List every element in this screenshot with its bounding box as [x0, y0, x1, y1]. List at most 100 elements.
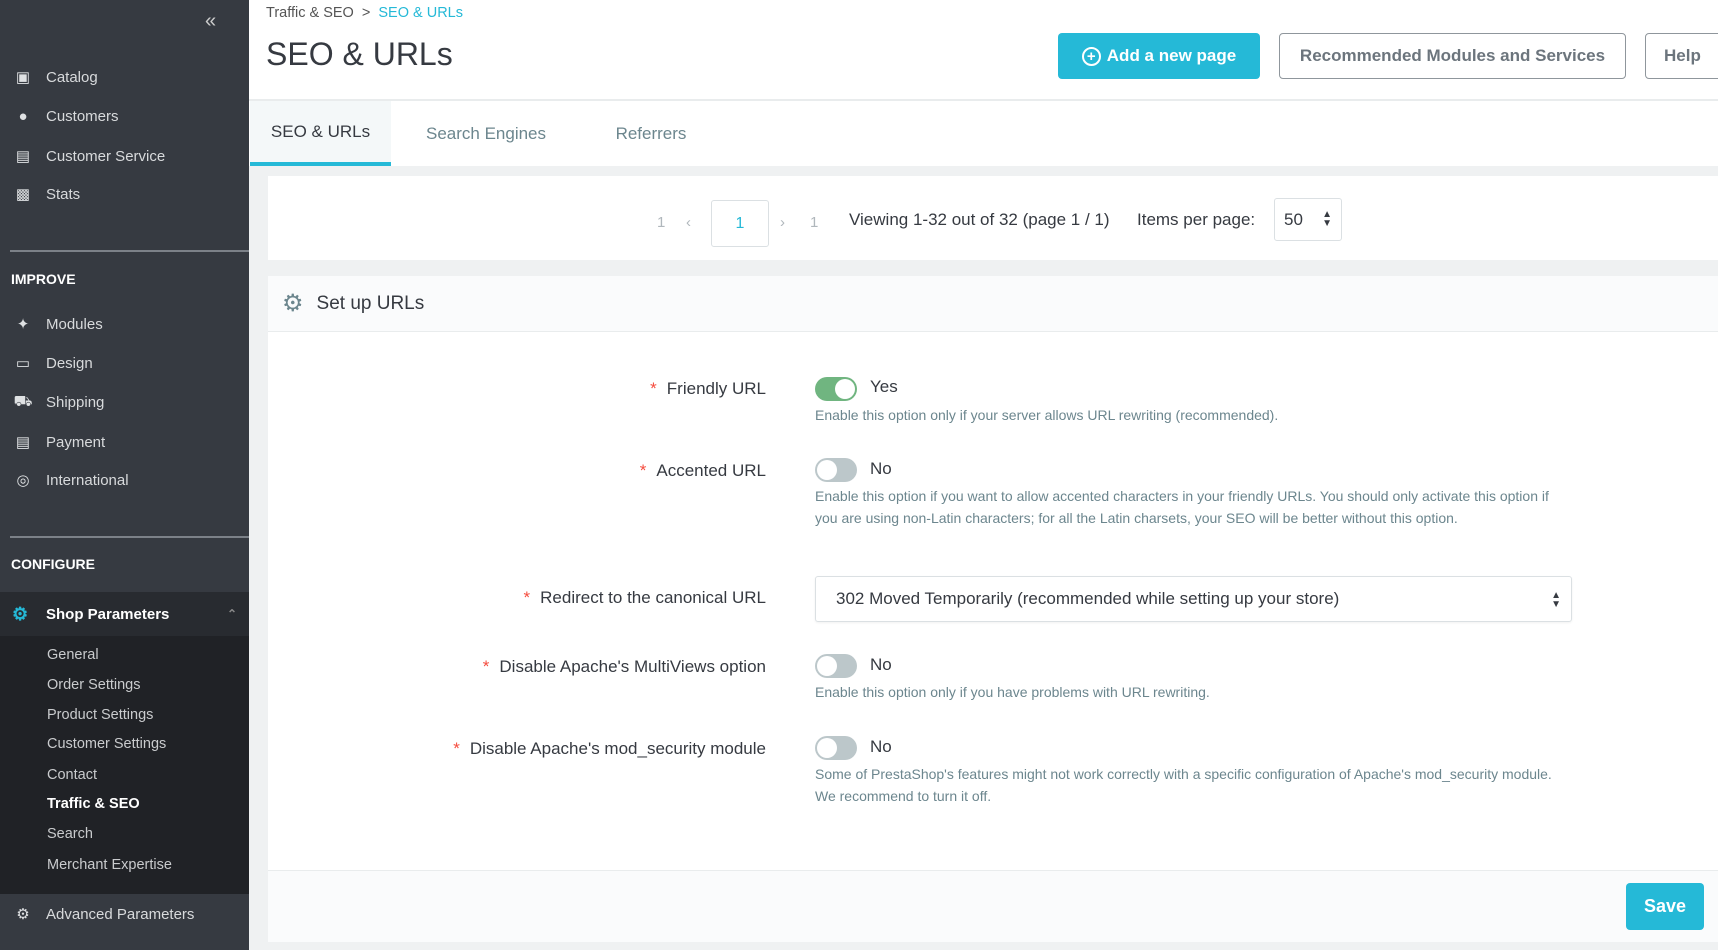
panel-header: ⚙ Set up URLs — [268, 276, 1718, 332]
truck-icon: ⛟ — [13, 392, 33, 410]
submenu-item-order-settings[interactable]: Order Settings — [47, 677, 141, 693]
sidebar-item-international[interactable]: ◎ International — [0, 462, 249, 498]
page-header: Traffic & SEO > SEO & URLs SEO & URLs + A… — [249, 0, 1718, 166]
last-page-link[interactable]: 1 — [810, 214, 819, 231]
field-label-text: Accented URL — [656, 461, 766, 480]
prev-page-icon[interactable]: ‹ — [686, 214, 691, 231]
submenu-item-product-settings[interactable]: Product Settings — [47, 707, 154, 723]
required-asterisk: * — [523, 588, 531, 607]
submenu-shop-parameters — [0, 636, 249, 894]
globe-icon: ◎ — [16, 472, 30, 489]
tab-seo-urls[interactable]: SEO & URLs — [250, 101, 391, 166]
sidebar-item-label: Shipping — [46, 393, 105, 411]
sidebar-item-label: Shop Parameters — [46, 605, 170, 623]
mod-security-toggle[interactable] — [815, 736, 857, 760]
sidebar-item-shop-parameters[interactable]: ⚙ Shop Parameters ⌃ — [0, 592, 249, 636]
bar-chart-icon: ▩ — [15, 186, 31, 203]
sidebar-item-advanced-parameters[interactable]: ⚙ Advanced Parameters — [0, 896, 249, 932]
select-arrows-icon: ▲ ▼ — [1322, 209, 1332, 229]
items-per-page-label: Items per page: — [1137, 210, 1256, 229]
sidebar-item-label: Customer Service — [46, 147, 166, 165]
mod-security-label: * Disable Apache's mod_security module — [453, 739, 766, 759]
sidebar-item-design[interactable]: ▭ Design — [0, 345, 249, 381]
submenu-item-customer-settings[interactable]: Customer Settings — [47, 736, 167, 752]
submenu-item-traffic-seo[interactable]: Traffic & SEO — [47, 796, 140, 812]
puzzle-icon: ✦ — [16, 316, 30, 333]
canonical-redirect-label: * Redirect to the canonical URL — [524, 588, 766, 608]
submenu-item-search[interactable]: Search — [47, 826, 93, 842]
sidebar-item-label: Payment — [46, 433, 106, 451]
sidebar-item-label: International — [46, 471, 129, 489]
add-new-page-label: Add a new page — [1106, 46, 1237, 65]
canonical-redirect-value: 302 Moved Temporarily (recommended while… — [836, 589, 1340, 608]
sidebar-item-label: Stats — [46, 185, 81, 203]
plus-circle-icon: + — [1081, 46, 1101, 66]
field-label-text: Friendly URL — [666, 379, 766, 398]
friendly-url-help: Enable this option only if your server a… — [815, 407, 1279, 423]
gear-box-icon: ⚙ — [16, 906, 30, 923]
field-label-text: Disable Apache's MultiViews option — [499, 657, 766, 676]
accented-url-help: Enable this option if you want to allow … — [815, 488, 1549, 526]
tab-referrers[interactable]: Referrers — [615, 123, 687, 143]
canonical-redirect-select[interactable]: 302 Moved Temporarily (recommended while… — [815, 576, 1572, 622]
multiviews-value: No — [870, 655, 892, 674]
sidebar-item-customer-service[interactable]: ▤ Customer Service — [0, 138, 249, 174]
sidebar-item-label: Design — [46, 354, 93, 372]
sidebar-item-catalog[interactable]: ▣ Catalog — [0, 59, 249, 95]
field-label-text: Disable Apache's mod_security module — [469, 739, 766, 758]
sidebar-item-stats[interactable]: ▩ Stats — [0, 176, 249, 212]
first-page-link[interactable]: 1 — [657, 214, 666, 231]
sidebar-item-payment[interactable]: ▤ Payment — [0, 424, 249, 460]
page-title: SEO & URLs — [266, 36, 453, 72]
viewing-summary: Viewing 1-32 out of 32 (page 1 / 1) — [849, 210, 1110, 229]
friendly-url-value: Yes — [870, 377, 898, 396]
sidebar-divider — [10, 536, 249, 538]
monitor-icon: ▭ — [15, 355, 31, 372]
friendly-url-toggle[interactable] — [815, 377, 857, 401]
submenu-item-general[interactable]: General — [47, 647, 99, 663]
breadcrumb: Traffic & SEO > SEO & URLs — [266, 5, 463, 21]
current-page-input[interactable]: 1 — [711, 200, 769, 247]
breadcrumb-current[interactable]: SEO & URLs — [378, 5, 463, 21]
add-new-page-button[interactable]: + Add a new page — [1058, 33, 1260, 79]
sidebar-item-label: Catalog — [46, 68, 98, 86]
breadcrumb-parent[interactable]: Traffic & SEO — [266, 5, 354, 21]
submenu-item-contact[interactable]: Contact — [47, 767, 97, 783]
panel-title: Set up URLs — [316, 292, 425, 314]
items-per-page-select[interactable]: 50 ▲ ▼ — [1274, 198, 1342, 241]
next-page-icon[interactable]: › — [780, 214, 785, 231]
help-button[interactable]: Help — [1645, 33, 1718, 79]
collapse-sidebar-icon[interactable]: « — [205, 10, 217, 32]
pagination-panel: 1 ‹ 1 › 1 Viewing 1-32 out of 32 (page 1… — [268, 176, 1718, 260]
required-asterisk: * — [453, 739, 460, 758]
sidebar-divider — [10, 250, 249, 252]
required-asterisk: * — [482, 657, 490, 676]
accented-url-value: No — [870, 459, 892, 478]
multiviews-toggle[interactable] — [815, 654, 857, 678]
save-button[interactable]: Save — [1626, 883, 1704, 930]
breadcrumb-separator: > — [361, 5, 371, 21]
user-circle-icon: ● — [18, 107, 28, 125]
required-asterisk: * — [639, 461, 647, 480]
submenu-item-merchant-expertise[interactable]: Merchant Expertise — [47, 857, 172, 873]
sidebar-item-shipping[interactable]: ⛟ Shipping — [0, 384, 249, 420]
setup-urls-panel: ⚙ Set up URLs * Friendly URL Yes Enable th… — [268, 276, 1718, 942]
panel-footer: Save — [268, 870, 1718, 942]
section-heading-improve: IMPROVE — [11, 271, 76, 287]
sidebar-item-label: Customers — [46, 107, 119, 125]
accented-url-label: * Accented URL — [640, 461, 766, 481]
sidebar-item-customers[interactable]: ● Customers — [0, 98, 249, 134]
items-per-page-value: 50 — [1284, 209, 1303, 229]
recommended-modules-button[interactable]: Recommended Modules and Services — [1279, 33, 1626, 79]
sidebar-item-modules[interactable]: ✦ Modules — [0, 306, 249, 342]
header-divider — [249, 99, 1718, 101]
accented-url-toggle[interactable] — [815, 458, 857, 482]
chevron-up-icon: ⌃ — [226, 607, 237, 621]
sidebar-item-label: Advanced Parameters — [46, 905, 195, 923]
tab-search-engines[interactable]: Search Engines — [425, 123, 547, 143]
mod-security-value: No — [870, 737, 892, 756]
friendly-url-label: * Friendly URL — [650, 379, 766, 399]
sidebar-item-label: Modules — [46, 315, 103, 333]
credit-card-icon: ▤ — [15, 434, 31, 451]
gear-icon: ⚙ — [282, 290, 304, 317]
